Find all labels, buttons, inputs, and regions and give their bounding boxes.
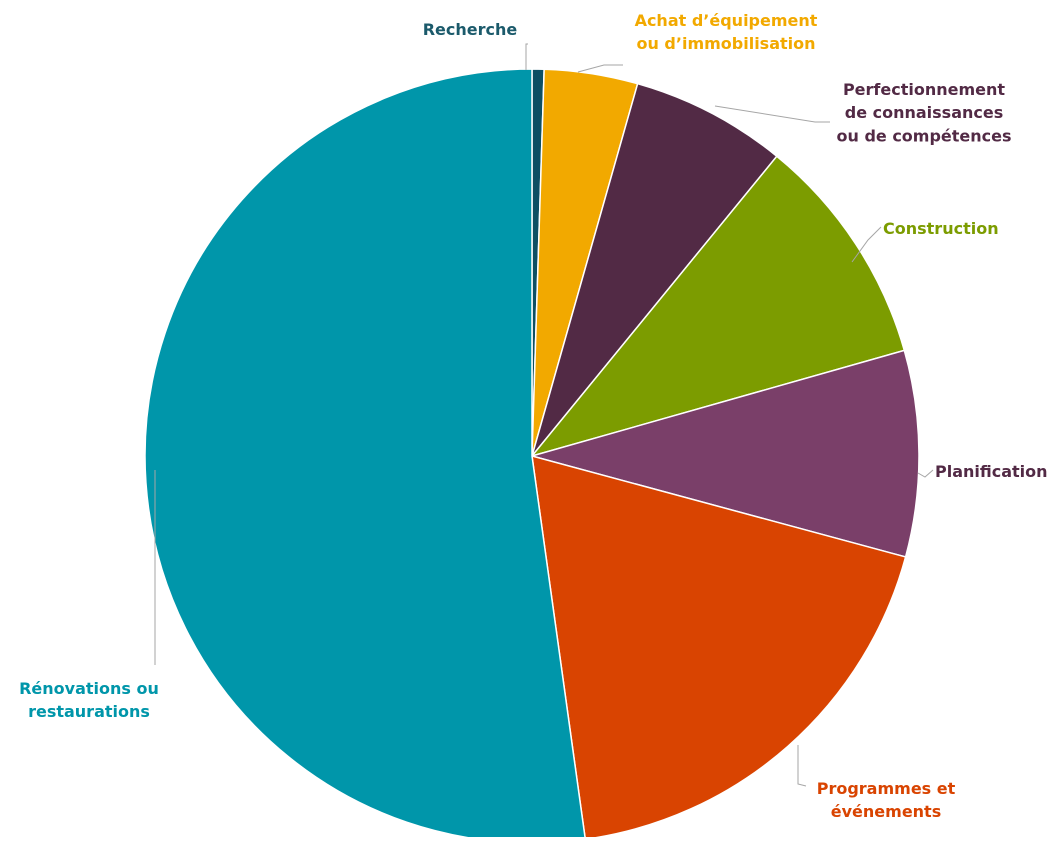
slice-label-0: Recherche [423, 20, 518, 39]
pie-slice-3 [529, 155, 906, 458]
slice-label-1: Achat d’équipement ou d’immobilisation [635, 11, 818, 53]
slice-label-line: Recherche [423, 20, 518, 39]
slice-label-line: Programmes et [817, 779, 956, 798]
slice-label-6: Rénovations ou restaurations [19, 679, 159, 721]
slice-label-line: de connaissances [845, 103, 1004, 122]
slice-labels: Recherche Achat d’équipement ou d’immobili… [19, 11, 1047, 821]
slice-label-2: Perfectionnement de connaissances ou de co… [836, 80, 1011, 145]
pie-slice-2 [531, 82, 778, 457]
leader-line-4 [917, 469, 934, 478]
slice-label-line: ou de compétences [836, 126, 1011, 145]
slice-label-line: restaurations [28, 702, 150, 721]
slice-label-line: événements [831, 802, 941, 821]
pie-slice-6 [144, 68, 587, 841]
slice-label-4: Planification [935, 462, 1048, 481]
slice-label-line: Planification [935, 462, 1048, 481]
slice-label-line: Construction [883, 219, 999, 238]
slice-label-line: ou d’immobilisation [636, 34, 815, 53]
slice-label-line: Achat d’équipement [635, 11, 818, 30]
pie-slice-4 [529, 349, 920, 558]
leader-line-5 [797, 745, 807, 787]
leader-lines [154, 43, 934, 787]
leader-line-3 [851, 226, 882, 263]
slice-label-line: Rénovations ou [19, 679, 159, 698]
slice-label-3: Construction [883, 219, 999, 238]
leader-line-1 [577, 64, 623, 73]
pie-slices [144, 68, 920, 841]
slice-label-line: Perfectionnement [843, 80, 1005, 99]
leader-line-2 [714, 105, 830, 123]
slice-label-5: Programmes et événements [817, 779, 956, 821]
pie-slice-5 [531, 454, 907, 841]
leader-line-0 [525, 43, 528, 70]
